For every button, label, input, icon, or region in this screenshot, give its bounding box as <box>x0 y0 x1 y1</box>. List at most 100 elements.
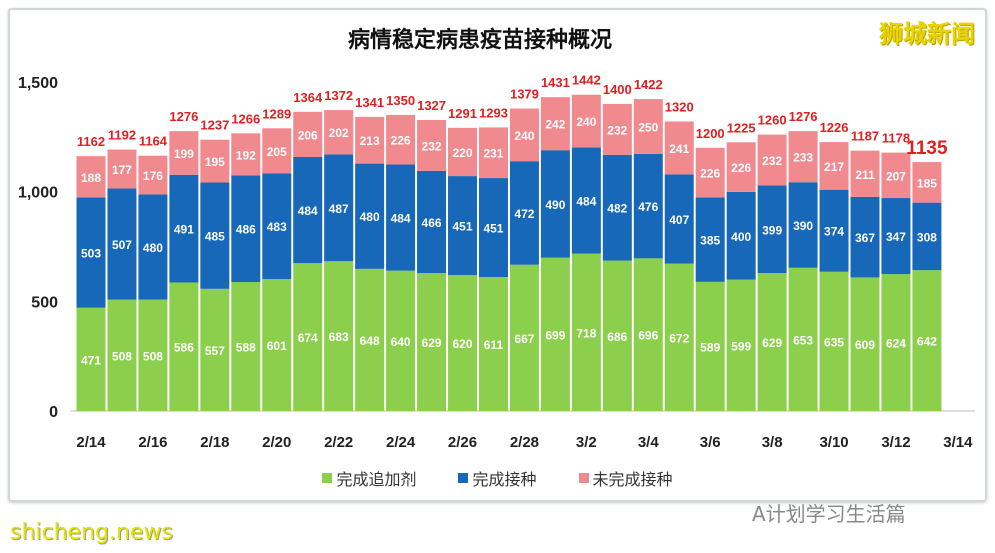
bar-segment <box>231 175 261 283</box>
bar-segment <box>76 156 106 198</box>
data-label: 667 <box>514 332 534 346</box>
bar-segment <box>169 174 199 283</box>
bar-segment <box>107 299 137 411</box>
total-label: 1178 <box>882 131 910 146</box>
data-label: 308 <box>917 230 937 244</box>
legend: 完成追加剂 完成接种 未完成接种 <box>0 466 995 490</box>
bar-segment <box>664 263 694 411</box>
bar-segment <box>540 97 570 151</box>
data-label: 250 <box>638 121 658 135</box>
data-label: 635 <box>824 335 844 349</box>
data-label: 202 <box>329 126 349 140</box>
bar-segment <box>293 157 323 264</box>
data-label: 241 <box>669 142 689 156</box>
bar-segment <box>664 174 694 264</box>
x-tick-label: 3/12 <box>881 434 910 451</box>
total-label: 1200 <box>696 126 725 141</box>
bar-segment <box>417 273 447 411</box>
bar-segment <box>757 273 787 411</box>
bar-segment <box>726 142 756 192</box>
bar-segment <box>262 279 292 411</box>
total-label: 1400 <box>603 82 632 97</box>
data-label: 508 <box>112 349 132 363</box>
bar-segment <box>448 275 478 411</box>
x-tick-label: 3/4 <box>638 434 660 451</box>
bar-segment <box>509 264 539 411</box>
data-label: 487 <box>329 202 349 216</box>
bar-segment <box>293 111 323 158</box>
data-label: 206 <box>298 128 318 142</box>
x-tick-label: 3/2 <box>576 434 597 451</box>
data-label: 609 <box>855 338 875 352</box>
data-label: 589 <box>700 340 720 354</box>
data-label: 483 <box>267 220 287 234</box>
data-label: 624 <box>886 337 906 351</box>
bar-segment <box>912 270 942 411</box>
x-tick-label: 3/10 <box>819 434 848 451</box>
bar-segment <box>448 127 478 177</box>
total-label: 1266 <box>231 111 260 126</box>
total-label: 1291 <box>448 106 477 121</box>
data-label: 177 <box>112 163 132 177</box>
data-label: 205 <box>267 145 287 159</box>
x-tick-label: 2/24 <box>386 434 416 451</box>
data-label: 347 <box>886 230 906 244</box>
total-label: 1289 <box>262 106 291 121</box>
bar-segment <box>602 103 632 155</box>
x-tick-label: 2/14 <box>76 434 106 451</box>
total-label: 1327 <box>417 98 446 113</box>
data-label: 232 <box>607 123 627 137</box>
data-label: 686 <box>607 330 627 344</box>
bar-segment <box>417 170 447 274</box>
bar-segment <box>912 202 942 271</box>
data-label: 485 <box>205 230 225 244</box>
bar-segment <box>200 139 230 183</box>
data-label: 220 <box>453 146 473 160</box>
total-label: 1260 <box>758 113 787 128</box>
data-label: 213 <box>360 134 380 148</box>
bar-segment <box>76 197 106 308</box>
data-label: 385 <box>700 234 720 248</box>
total-label: 1164 <box>139 134 168 149</box>
data-label: 232 <box>762 154 782 168</box>
legend-item-incomplete: 未完成接种 <box>578 466 673 490</box>
x-tick-label: 2/28 <box>510 434 539 451</box>
legend-swatch <box>322 473 333 483</box>
x-tick-label: 2/26 <box>448 434 477 451</box>
bar-segment <box>788 182 818 268</box>
bar-segment <box>355 163 385 269</box>
data-label: 480 <box>143 241 163 255</box>
bar-segment <box>633 99 663 154</box>
total-label: 1226 <box>820 120 849 135</box>
bar-segment <box>324 154 354 262</box>
legend-swatch <box>458 473 469 483</box>
total-label: 1379 <box>510 87 539 102</box>
bar-segment <box>386 270 416 411</box>
data-label: 599 <box>731 339 751 353</box>
bar-segment <box>200 182 230 289</box>
data-label: 683 <box>329 330 349 344</box>
total-label: 1431 <box>541 75 570 90</box>
bar-segment <box>324 261 354 411</box>
bar-segment <box>386 114 416 165</box>
data-label: 674 <box>298 331 318 345</box>
bar-segment <box>355 116 385 164</box>
legend-item-booster: 完成追加剂 <box>322 466 416 490</box>
chart-title: 病情稳定病患疫苗接种概况 <box>347 28 612 53</box>
x-tick-label: 2/22 <box>324 434 353 451</box>
bar-segment <box>850 150 880 197</box>
total-label: 1320 <box>665 99 694 114</box>
bar-segment <box>417 119 447 171</box>
data-label: 231 <box>483 147 503 161</box>
data-label: 466 <box>422 216 442 230</box>
data-label: 642 <box>917 335 937 349</box>
bar-segment <box>200 288 230 411</box>
y-tick-label: 1,500 <box>18 75 58 92</box>
x-tick-label: 3/6 <box>700 434 721 451</box>
total-label: 1237 <box>200 118 229 133</box>
bar-segment <box>76 307 106 411</box>
bar-segment <box>231 133 261 176</box>
data-label: 484 <box>576 194 596 208</box>
data-label: 176 <box>143 169 163 183</box>
